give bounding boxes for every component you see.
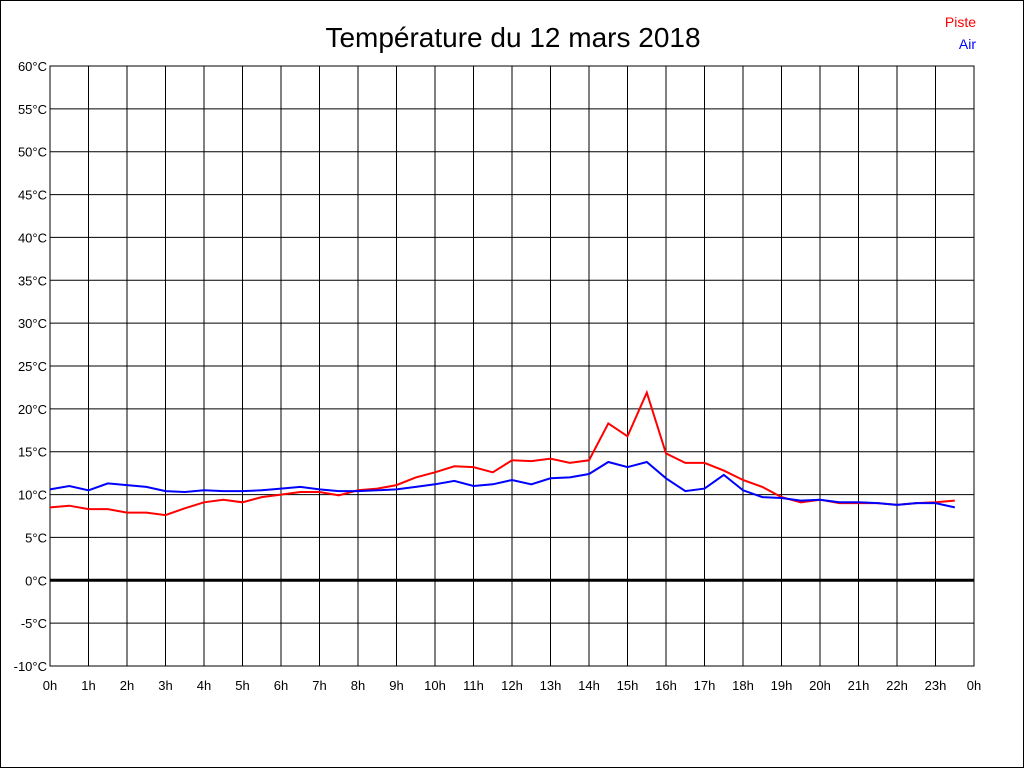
x-tick-label: 19h <box>771 678 793 693</box>
x-tick-label: 22h <box>886 678 908 693</box>
x-tick-label: 0h <box>43 678 57 693</box>
y-tick-label: -5°C <box>21 616 47 631</box>
x-tick-label: 9h <box>389 678 403 693</box>
y-tick-label: 50°C <box>18 145 47 160</box>
x-tick-label: 20h <box>809 678 831 693</box>
x-tick-label: 23h <box>925 678 947 693</box>
x-tick-label: 4h <box>197 678 211 693</box>
y-tick-label: 10°C <box>18 488 47 503</box>
x-tick-label: 11h <box>463 678 484 693</box>
grid <box>49 65 975 667</box>
axes: -10°C -5°C 0°C 5°C 10°C 15°C 20°C 25°C 30°C 35°C 4… <box>14 59 982 693</box>
x-tick-label: 14h <box>578 678 600 693</box>
legend-entry-piste: Piste <box>945 14 976 30</box>
x-tick-label: 0h <box>967 678 981 693</box>
chart-title: Température du 12 mars 2018 <box>325 22 700 53</box>
y-tick-label: -10°C <box>14 659 47 674</box>
x-tick-label: 21h <box>848 678 870 693</box>
x-tick-label: 10h <box>424 678 446 693</box>
series-line-air <box>49 460 956 509</box>
x-tick-label: 6h <box>274 678 288 693</box>
legend-entry-air: Air <box>959 36 976 52</box>
x-tick-label: 5h <box>235 678 249 693</box>
y-tick-label: 45°C <box>18 188 47 203</box>
y-tick-label: 40°C <box>18 230 47 245</box>
x-tick-label: 3h <box>158 678 172 693</box>
x-tick-label: 2h <box>120 678 134 693</box>
y-tick-label: 35°C <box>18 273 47 288</box>
y-tick-label: 15°C <box>18 445 47 460</box>
y-tick-label: 60°C <box>18 59 47 74</box>
y-tick-label: 55°C <box>18 102 47 117</box>
x-tick-label: 16h <box>655 678 677 693</box>
series-line-piste <box>49 389 955 517</box>
x-tick-label: 1h <box>81 678 95 693</box>
y-tick-label: 30°C <box>18 316 47 331</box>
y-tick-label: 0°C <box>25 573 47 588</box>
x-tick-label: 13h <box>540 678 562 693</box>
y-tick-label: 20°C <box>18 402 47 417</box>
x-tick-label: 15h <box>617 678 639 693</box>
x-tick-label: 8h <box>351 678 365 693</box>
y-tick-label: 25°C <box>18 359 47 374</box>
y-tick-label: 5°C <box>25 530 47 545</box>
x-tick-label: 7h <box>312 678 326 693</box>
series-lines <box>49 389 956 517</box>
x-tick-label: 17h <box>694 678 716 693</box>
x-tick-label: 18h <box>732 678 754 693</box>
x-tick-label: 12h <box>501 678 523 693</box>
legend: Piste Air <box>945 14 976 52</box>
